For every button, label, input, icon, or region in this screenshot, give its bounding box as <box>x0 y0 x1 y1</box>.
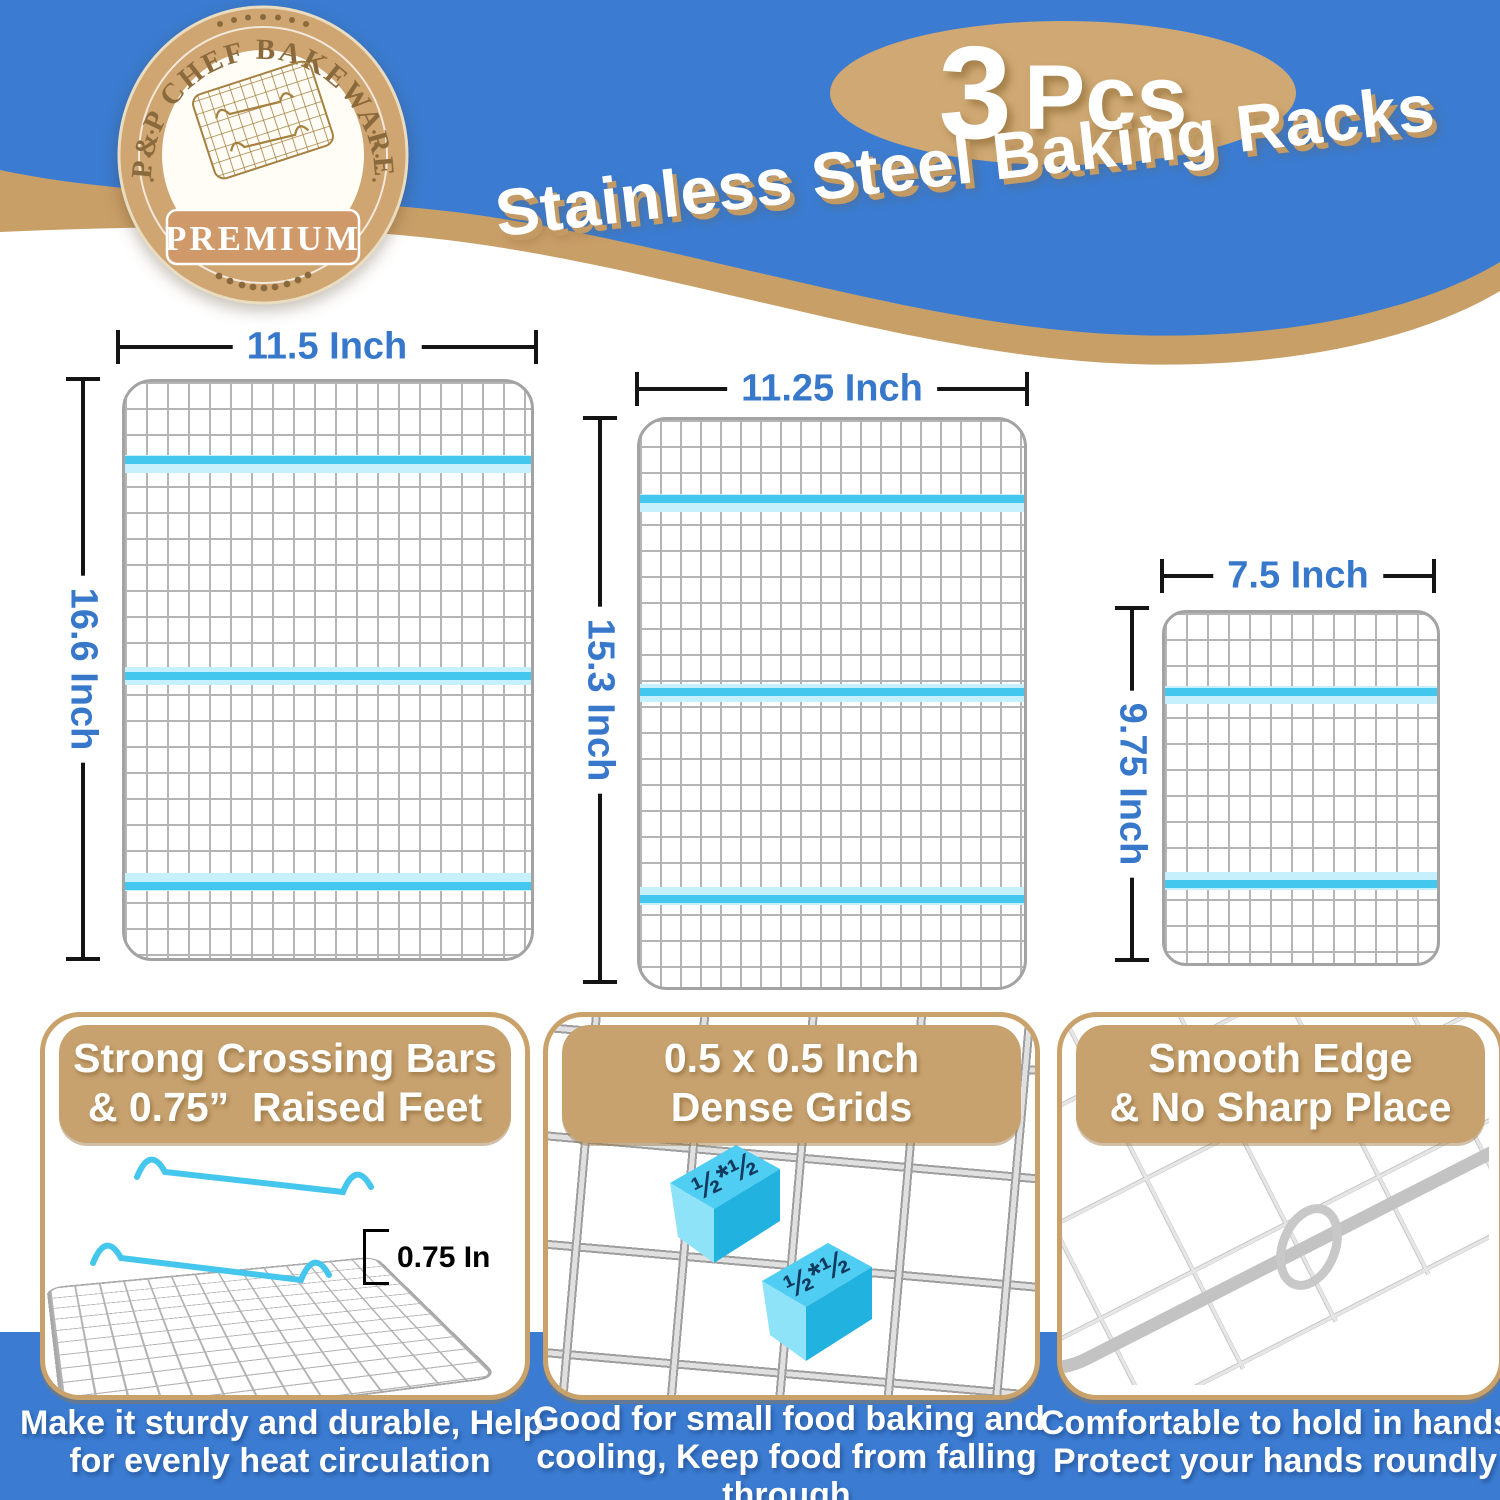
feature-title-dense-grids: 0.5 x 0.5 Inch Dense Grids <box>562 1025 1021 1143</box>
feature-title-crossing-bars: Strong Crossing Bars & 0.75” Raised Feet <box>59 1025 511 1143</box>
caption-line: through <box>722 1476 851 1500</box>
large-rack-height-label: 16.6 Inch <box>59 575 107 763</box>
medium-rack-photo <box>637 417 1027 990</box>
feature-title-line: & 0.75” Raised Feet <box>87 1084 483 1130</box>
badge-side-dots <box>147 130 379 182</box>
medium-rack-width-dimension: 11.25 Inch <box>635 365 1029 413</box>
premium-label: PREMIUM <box>165 219 361 258</box>
piece-count-unit: Pcs <box>1023 47 1188 149</box>
small-rack-height-dimension: 9.75 Inch <box>1108 606 1156 962</box>
caption-smooth-edge: Comfortable to hold in hands, Protect yo… <box>1040 1404 1500 1480</box>
large-rack-width-dimension: 11.5 Inch <box>116 323 538 371</box>
small-rack-height-label: 9.75 Inch <box>1108 690 1156 878</box>
small-rack-width-label: 7.5 Inch <box>1213 552 1383 600</box>
caption-crossing-bars: Make it sturdy and durable, Help for eve… <box>20 1404 544 1480</box>
brand-badge: P&P CHEF BAKEWARE PREMIUM <box>117 5 409 305</box>
caption-line: for evenly heat circulation <box>69 1442 491 1480</box>
medium-rack-height-label: 15.3 Inch <box>576 606 624 794</box>
caption-line: cooling, Keep food from falling <box>536 1438 1037 1476</box>
half-inch-cube: ½*½ <box>670 1144 780 1263</box>
feature-title-line: Dense Grids <box>670 1084 913 1130</box>
caption-line: Comfortable to hold in hands, <box>1040 1404 1500 1442</box>
feature-panel-crossing-bars: Strong Crossing Bars & 0.75” Raised Feet… <box>40 1012 530 1400</box>
large-rack-height-dimension: 16.6 Inch <box>59 377 107 961</box>
premium-plate <box>165 208 361 266</box>
feature-title-line: Smooth Edge <box>1148 1035 1413 1081</box>
large-rack-photo <box>122 379 534 961</box>
medium-rack-width-label: 11.25 Inch <box>727 365 937 413</box>
feet-height-annotation: 0.75 In <box>397 1241 491 1274</box>
piece-count-oval <box>830 21 1296 165</box>
medium-rack-height-dimension: 15.3 Inch <box>576 416 624 984</box>
feature-title-line: 0.5 x 0.5 Inch <box>663 1035 920 1081</box>
piece-count-badge: 3 Pcs <box>830 20 1296 166</box>
half-inch-cube: ½*½ <box>762 1242 872 1361</box>
caption-dense-grids: Good for small food baking and cooling, … <box>533 1400 1045 1500</box>
caption-line: Protect your hands roundly <box>1053 1442 1497 1480</box>
large-rack-width-label: 11.5 Inch <box>232 323 422 371</box>
badge-rack-illustration <box>192 60 334 180</box>
badge-bottom-dots <box>215 271 312 292</box>
feature-title-line: & No Sharp Place <box>1109 1084 1452 1130</box>
feature-panel-smooth-edge: Smooth Edge & No Sharp Place <box>1057 1012 1500 1400</box>
feet-height-bracket <box>363 1229 389 1285</box>
caption-line: Make it sturdy and durable, Help <box>20 1404 544 1442</box>
feature-title-smooth-edge: Smooth Edge & No Sharp Place <box>1076 1025 1485 1143</box>
caption-line: Good for small food baking and <box>533 1400 1045 1438</box>
piece-count-number: 3 <box>938 19 1012 166</box>
rack-foot-loop <box>1276 1204 1342 1290</box>
badge-top-dots <box>217 14 309 27</box>
small-rack-width-dimension: 7.5 Inch <box>1160 552 1436 600</box>
feature-panel-dense-grids: 0.5 x 0.5 Inch Dense Grids ½*½ ½*½ <box>543 1012 1040 1400</box>
small-rack-photo <box>1162 610 1440 966</box>
feature-title-line: Strong Crossing Bars <box>73 1035 497 1081</box>
badge-inner-ring-line <box>138 26 388 284</box>
cyan-feet-overlay <box>90 1156 374 1284</box>
